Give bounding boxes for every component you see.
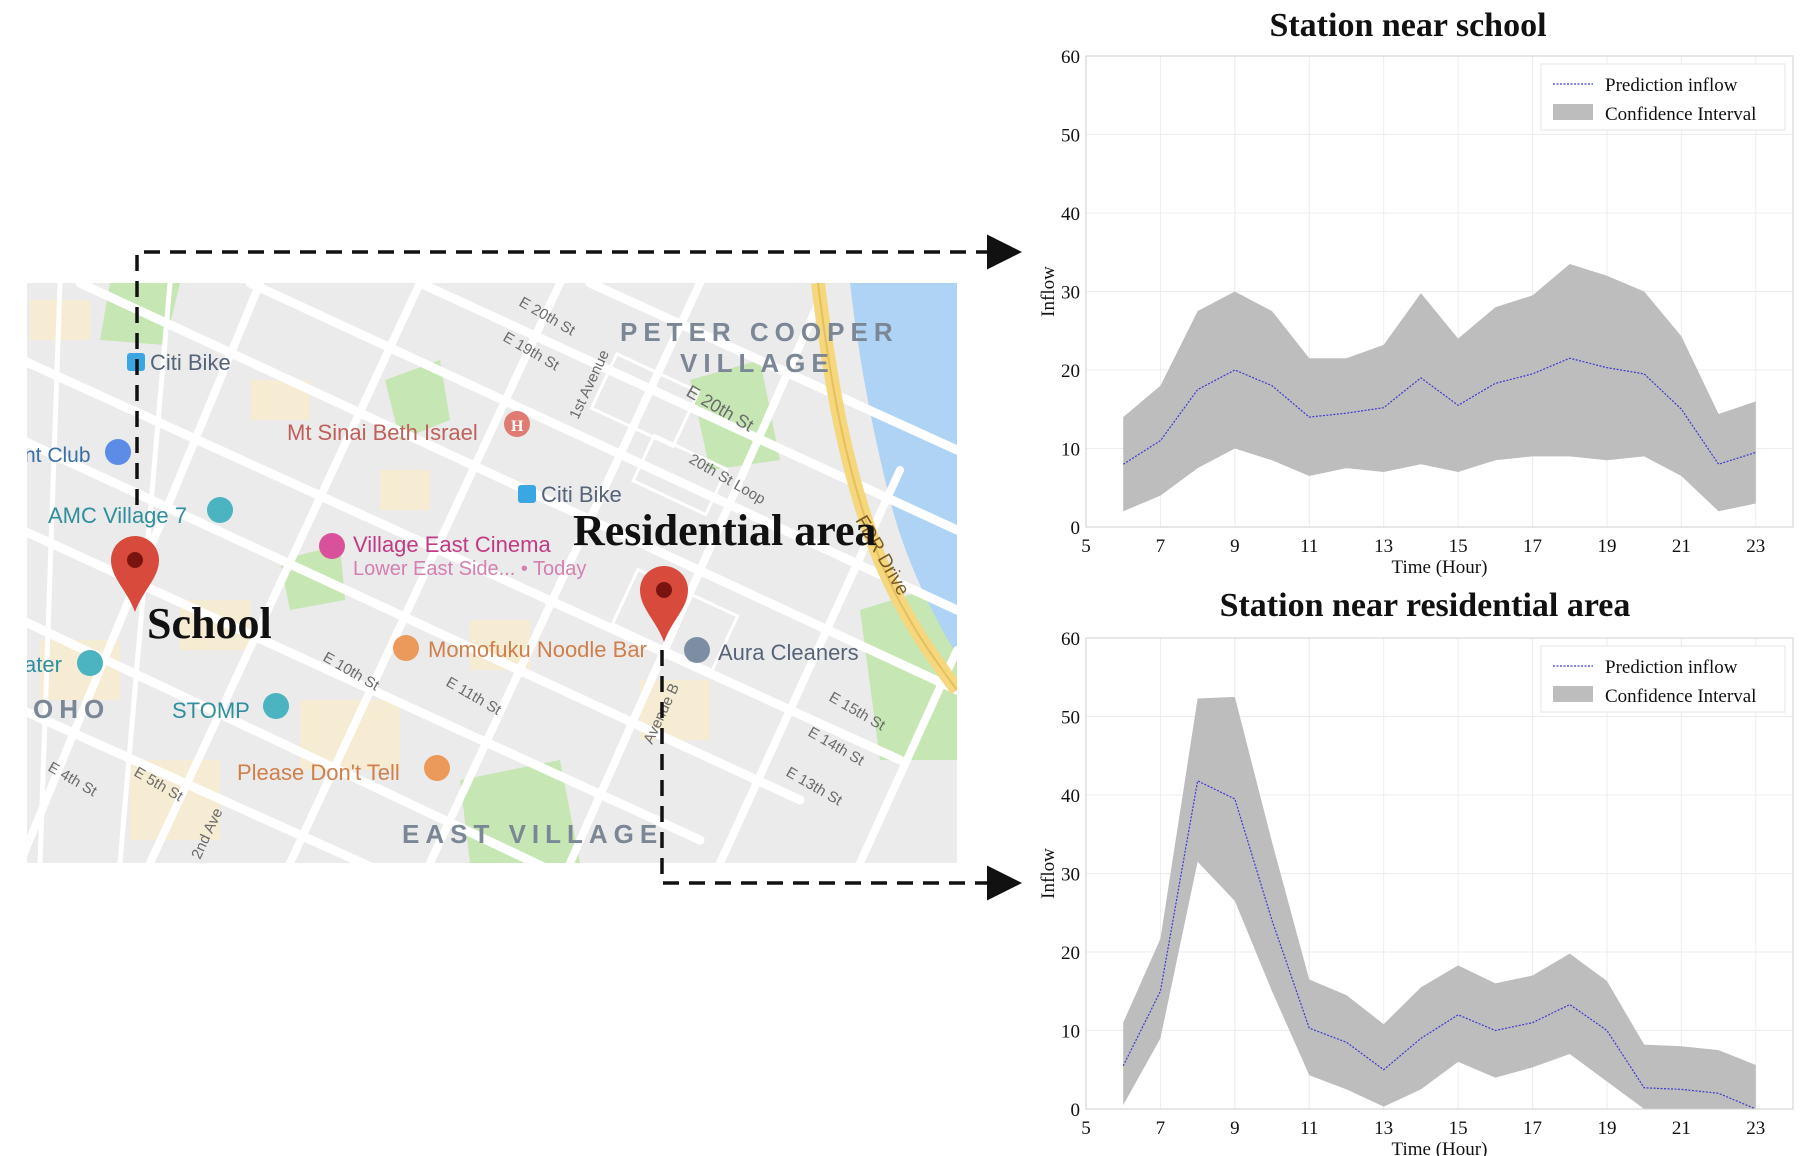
y-tick-label: 50 [1061,126,1080,147]
legend-band-swatch [1553,686,1593,702]
theater-icon [263,693,289,719]
y-tick-label: 30 [1061,283,1080,304]
poi-amc: AMC Village 7 [48,497,233,528]
legend-entry: Confidence Interval [1605,104,1756,125]
chart-residential: Station near residential area 5 7 9 11 13 15 1… [1038,587,1794,1156]
confidence-band [1123,696,1756,1109]
y-tick-label: 30 [1061,865,1080,886]
x-tick-label: 21 [1672,536,1691,557]
y-axis-label: Inflow [1038,266,1059,317]
x-tick-label: 21 [1672,1118,1691,1139]
arrow-residential-to-chart [660,650,1022,901]
y-tick-label: 10 [1061,440,1080,461]
x-axis-label: Time (Hour) [1392,557,1488,578]
poi-stomp: STOMP [172,693,289,723]
y-tick-label: 50 [1061,708,1080,729]
plot-frame [1085,637,1794,1110]
chart-school: Station near school 5 7 9 11 13 15 17 19 21 23 0 10… [1038,7,1794,578]
x-tick-label: 23 [1746,1118,1765,1139]
cinema-icon [319,533,345,559]
x-tick-label: 19 [1597,1118,1616,1139]
place-icon [684,637,710,663]
x-tick-label: 23 [1746,536,1765,557]
svg-text:nt Club: nt Club [24,444,91,467]
x-tick-label: 9 [1230,536,1240,557]
prediction-line [1122,357,1756,465]
x-tick-label: 9 [1230,1118,1240,1139]
x-tick-label: 13 [1374,536,1393,557]
y-tick-label: 60 [1061,629,1080,650]
x-tick-label: 15 [1449,1118,1468,1139]
legend-entry: Confidence Interval [1605,686,1756,707]
x-tick-label: 11 [1300,1118,1318,1139]
x-tick-label: 17 [1523,1118,1542,1139]
legend-entry: Prediction inflow [1605,75,1738,96]
hospital-icon [504,411,530,437]
pin-school-icon [111,536,159,612]
x-tick-label: 5 [1081,536,1091,557]
poi-village-east: Village East Cinema Lower East Side... •… [319,532,586,580]
svg-text:Citi Bike: Citi Bike [150,350,231,375]
hood-peter-cooper-2: VILLAGE [680,348,835,378]
theater-icon [77,650,103,676]
x-tick-label: 19 [1597,536,1616,557]
poi-citi-bike-2: Citi Bike [518,482,622,507]
chart-title: Station near school [1269,7,1546,44]
svg-text:STOMP: STOMP [172,698,250,723]
restaurant-icon [393,635,419,661]
svg-text:Momofuku Noodle Bar: Momofuku Noodle Bar [428,637,647,662]
poi-club: nt Club [24,439,131,467]
bar-icon [424,755,450,781]
confidence-band [1123,264,1756,512]
y-tick-label: 0 [1071,518,1081,539]
x-tick-label: 15 [1449,536,1468,557]
x-tick-label: 5 [1081,1118,1091,1139]
hood-peter-cooper-1: PETER COOPER [620,317,899,347]
pin-residential-icon [640,566,688,642]
bike-icon [518,485,536,503]
y-axis-label: Inflow [1038,848,1059,899]
y-tick-label: 10 [1061,1022,1080,1043]
x-tick-label: 11 [1300,536,1318,557]
shopping-icon [105,439,131,465]
svg-text:Please Don't Tell: Please Don't Tell [237,760,400,785]
poi-momofuku: Momofuku Noodle Bar [393,635,647,662]
x-tick-label: 17 [1523,536,1542,557]
arrow-school-to-chart [135,234,1022,505]
y-tick-label: 60 [1061,47,1080,68]
prediction-line [1122,779,1757,1110]
legend-band-swatch [1553,104,1593,120]
y-tick-label: 40 [1061,786,1080,807]
y-tick-label: 20 [1061,361,1080,382]
svg-text:Lower East Side... • Today: Lower East Side... • Today [353,558,586,580]
poi-theater: ater [24,650,103,677]
hood-soho: OHO [33,694,110,724]
poi-mt-sinai: Mt Sinai Beth Israel H [287,411,530,445]
svg-text:Aura Cleaners: Aura Cleaners [718,640,859,665]
svg-text:AMC Village 7: AMC Village 7 [48,503,187,528]
theater-icon [207,497,233,523]
svg-text:Village East Cinema: Village East Cinema [353,532,551,557]
svg-text:H: H [511,418,524,435]
y-tick-label: 0 [1071,1100,1081,1121]
chart-title: Station near residential area [1220,587,1631,624]
map: PETER COOPER VILLAGE EAST VILLAGE OHO E … [24,283,957,863]
poi-please-dont-tell: Please Don't Tell [237,755,450,785]
svg-text:Citi Bike: Citi Bike [541,482,622,507]
legend-entry: Prediction inflow [1605,657,1738,678]
y-tick-label: 40 [1061,204,1080,225]
label-school: School [147,599,272,648]
y-tick-label: 20 [1061,943,1080,964]
label-residential: Residential area [573,506,877,555]
plot-frame [1085,55,1794,528]
x-tick-label: 7 [1156,536,1166,557]
hood-east-village: EAST VILLAGE [402,819,663,849]
svg-text:ater: ater [24,652,62,677]
svg-text:Mt Sinai Beth Israel: Mt Sinai Beth Israel [287,420,478,445]
poi-aura: Aura Cleaners [684,637,859,665]
x-tick-label: 13 [1374,1118,1393,1139]
x-axis-label: Time (Hour) [1392,1139,1488,1156]
x-tick-label: 7 [1156,1118,1166,1139]
